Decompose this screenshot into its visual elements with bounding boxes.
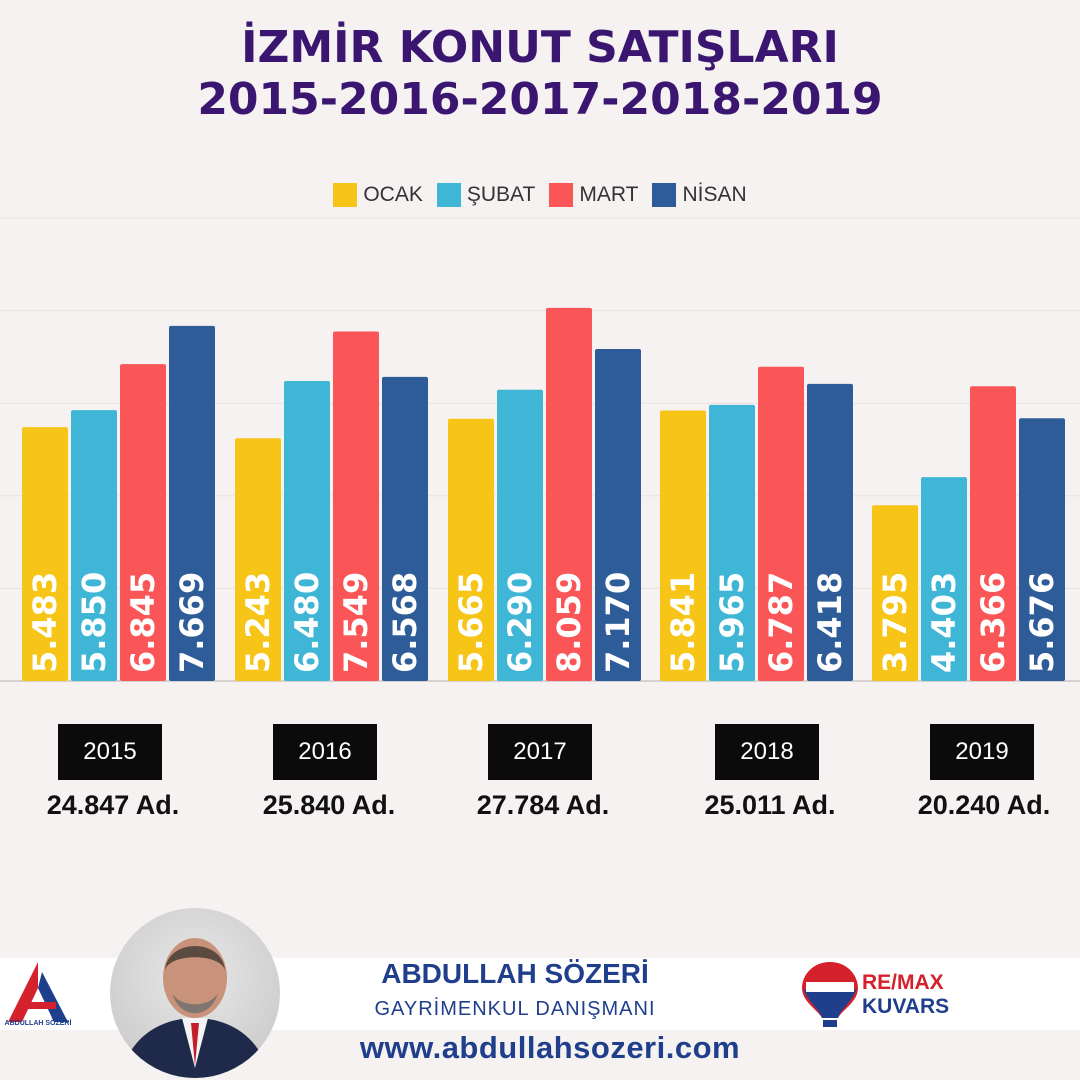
data-label-2019-subat: 4.403 [925,572,963,673]
remax-wordmark: RE/MAX [862,971,944,994]
legend-swatch-subat [436,183,461,207]
advisor-photo [110,908,280,1078]
title-line-2: 2015-2016-2017-2018-2019 [197,74,883,125]
year-label-2015: 2015 [58,724,162,780]
data-label-2015-ocak: 5.483 [26,572,64,673]
legend-swatch-mart [549,183,574,207]
advisor-role: GAYRİMENKUL DANIŞMANI [374,998,656,1020]
data-label-2017-ocak: 5.665 [452,572,490,673]
bar-2015-nisan [169,325,215,681]
total-2016: 25.840 Ad. [262,790,396,820]
data-label-2018-ocak: 5.841 [664,572,702,673]
bar-chart: 5.483 5.850 6.845 7.669 5.243 6.480 7.549 6.568… [0,217,1080,682]
data-label-2017-mart: 8.059 [550,572,588,673]
year-label-2017: 2017 [488,724,592,780]
bar-2016-nisan [382,376,428,681]
data-label-2015-nisan: 7.669 [173,572,211,673]
data-label-2015-mart: 6.845 [124,572,162,673]
bar-2017-subat [497,389,543,681]
bar-2016-mart [333,331,379,681]
legend-label-nisan: NİSAN [682,183,747,206]
legend-label-mart: MART [579,183,639,206]
bar-2016-ocak [235,438,281,681]
data-label-2016-ocak: 5.243 [239,572,277,673]
bar-2015-subat [71,410,117,681]
bar-2018-ocak [660,410,706,681]
legend-label-subat: ŞUBAT [466,183,536,206]
total-2019: 20.240 Ad. [917,790,1051,820]
bar-2017-nisan [595,349,641,681]
year-label-2016: 2016 [273,724,377,780]
legend-swatch-ocak [333,183,358,207]
abdullah-sozeri-logo [8,962,68,1022]
legend-item-ocak: OCAK [333,183,423,207]
bar-2015-ocak [22,427,68,681]
advisor-name: ABDULLAH SÖZERİ [381,958,649,989]
legend-item-subat: ŞUBAT [436,183,536,207]
legend-item-nisan: NİSAN [652,183,747,207]
year-label-2019: 2019 [930,724,1034,780]
brand-left-text: ABDULLAH SÖZERİ [4,1020,72,1027]
data-label-2016-subat: 6.480 [288,572,326,673]
bar-2019-ocak [872,505,918,681]
total-2018: 25.011 Ad. [704,790,836,820]
data-label-2015-subat: 5.850 [75,572,113,673]
total-2015: 24.847 Ad. [46,790,180,820]
bar-2017-mart [546,307,592,681]
bar-2019-mart [970,386,1016,681]
data-label-2018-nisan: 6.418 [811,572,849,673]
year-label-2018: 2018 [715,724,819,780]
bar-2018-mart [758,366,804,681]
legend-label-ocak: OCAK [363,183,423,206]
legend-swatch-nisan [652,183,677,207]
bar-2015-mart [120,364,166,681]
bar-2017-ocak [448,418,494,681]
data-label-2018-subat: 5.965 [713,572,751,673]
data-label-2019-ocak: 3.795 [876,572,914,673]
data-label-2018-mart: 6.787 [762,572,800,673]
data-label-2017-subat: 6.290 [501,572,539,673]
bar-2018-nisan [807,383,853,681]
person-icon [120,938,270,1078]
chart-title: İZMİR KONUT SATIŞLARI 2015-2016-2017-201… [0,22,1080,126]
kuvars-wordmark: KUVARS [862,995,950,1018]
total-2017: 27.784 Ad. [476,790,610,820]
data-label-2019-nisan: 5.676 [1023,572,1061,673]
data-label-2016-mart: 7.549 [337,572,375,673]
legend-item-mart: MART [549,183,638,207]
website-link[interactable]: www.abdullahsozeri.com [359,1030,741,1065]
bar-2016-subat [284,380,330,681]
data-label-2017-nisan: 7.170 [599,572,637,673]
bar-2018-subat [709,404,755,681]
legend: OCAK ŞUBAT MART NİSAN [0,183,1080,207]
bar-2019-subat [921,477,967,681]
data-label-2019-mart: 6.366 [974,572,1012,673]
title-line-1: İZMİR KONUT SATIŞLARI [241,22,839,73]
bar-2019-nisan [1019,418,1065,681]
data-label-2016-nisan: 6.568 [386,572,424,673]
remax-balloon-icon [802,962,858,1027]
